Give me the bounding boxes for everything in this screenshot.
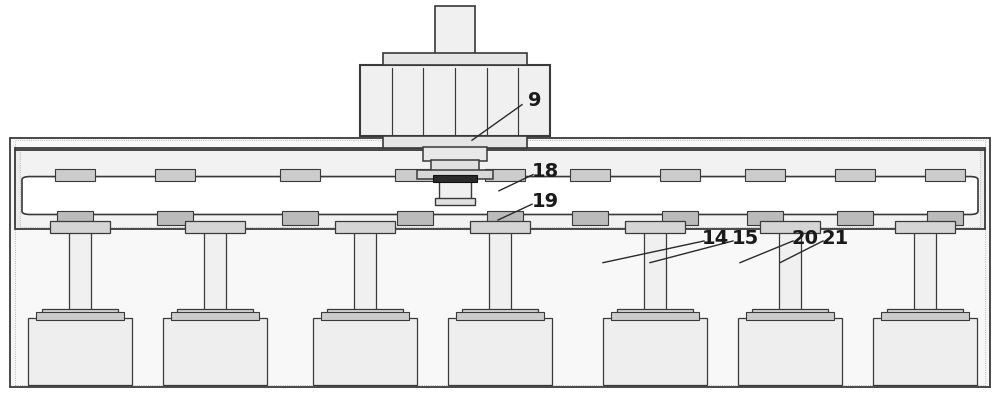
Text: 19: 19 — [531, 192, 559, 211]
Bar — [435, 198, 475, 205]
Bar — [185, 221, 245, 233]
Bar — [487, 211, 523, 225]
Bar — [42, 309, 118, 319]
Bar — [280, 169, 320, 181]
Bar — [69, 231, 91, 310]
Bar — [354, 231, 376, 310]
Bar — [55, 169, 95, 181]
Bar — [15, 140, 985, 385]
Bar — [456, 312, 544, 320]
Text: 15: 15 — [731, 229, 759, 248]
Text: 14: 14 — [701, 229, 729, 248]
Bar — [313, 318, 417, 385]
Bar — [470, 221, 530, 233]
Bar — [752, 309, 828, 319]
Bar — [570, 169, 610, 181]
Bar — [431, 160, 479, 171]
Bar — [423, 147, 487, 161]
Bar — [837, 211, 873, 225]
Bar — [611, 312, 699, 320]
Text: 21: 21 — [821, 229, 849, 248]
Bar — [36, 312, 124, 320]
Text: 20: 20 — [792, 229, 818, 248]
Bar — [15, 148, 985, 229]
Bar — [760, 221, 820, 233]
Bar — [157, 211, 193, 225]
Bar — [28, 318, 132, 385]
Bar — [462, 309, 538, 319]
Bar — [282, 211, 318, 225]
Bar — [335, 221, 395, 233]
Bar — [925, 169, 965, 181]
Bar — [625, 221, 685, 233]
Bar — [835, 169, 875, 181]
Bar — [177, 309, 253, 319]
Bar — [617, 309, 693, 319]
Bar — [321, 312, 409, 320]
Bar — [887, 309, 963, 319]
Bar — [50, 221, 110, 233]
Bar — [155, 169, 195, 181]
Bar — [427, 58, 483, 65]
Bar — [433, 175, 477, 182]
Text: 18: 18 — [531, 162, 559, 181]
Bar — [485, 169, 525, 181]
Bar — [20, 150, 980, 227]
Bar — [914, 231, 936, 310]
Bar — [360, 65, 550, 136]
Bar — [57, 211, 93, 225]
Bar — [779, 231, 801, 310]
Bar — [746, 312, 834, 320]
Bar — [927, 211, 963, 225]
Bar — [10, 138, 990, 387]
Bar — [873, 318, 977, 385]
Text: 9: 9 — [528, 91, 542, 110]
FancyBboxPatch shape — [22, 177, 978, 214]
Bar — [383, 53, 527, 65]
Bar — [662, 211, 698, 225]
Bar — [395, 169, 435, 181]
Bar — [171, 312, 259, 320]
Bar — [439, 178, 471, 199]
Bar — [489, 231, 511, 310]
Bar — [660, 169, 700, 181]
Bar — [448, 318, 552, 385]
Bar — [603, 318, 707, 385]
Bar — [417, 170, 493, 179]
Bar — [163, 318, 267, 385]
Bar — [745, 169, 785, 181]
Bar — [895, 221, 955, 233]
Bar — [644, 231, 666, 310]
Bar — [435, 6, 475, 59]
Bar — [327, 309, 403, 319]
Bar — [881, 312, 969, 320]
Bar — [383, 136, 527, 148]
Bar — [747, 211, 783, 225]
Bar — [397, 211, 433, 225]
Bar — [572, 211, 608, 225]
Bar — [204, 231, 226, 310]
Bar — [738, 318, 842, 385]
